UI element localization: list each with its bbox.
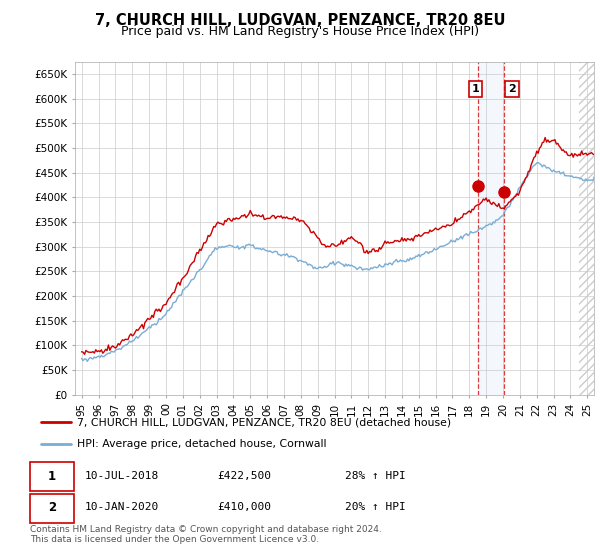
Text: 28% ↑ HPI: 28% ↑ HPI <box>344 471 406 481</box>
Text: 7, CHURCH HILL, LUDGVAN, PENZANCE, TR20 8EU: 7, CHURCH HILL, LUDGVAN, PENZANCE, TR20 … <box>95 13 505 29</box>
Text: HPI: Average price, detached house, Cornwall: HPI: Average price, detached house, Corn… <box>77 439 326 449</box>
Text: 1: 1 <box>472 84 479 94</box>
Bar <box>579 62 594 395</box>
Text: 2: 2 <box>48 501 56 514</box>
Text: 7, CHURCH HILL, LUDGVAN, PENZANCE, TR20 8EU (detached house): 7, CHURCH HILL, LUDGVAN, PENZANCE, TR20 … <box>77 417 451 427</box>
Text: £410,000: £410,000 <box>218 502 272 512</box>
Text: 2: 2 <box>508 84 516 94</box>
Text: £422,500: £422,500 <box>218 471 272 481</box>
Text: 10-JUL-2018: 10-JUL-2018 <box>85 471 160 481</box>
Text: 1: 1 <box>48 470 56 483</box>
Text: 20% ↑ HPI: 20% ↑ HPI <box>344 502 406 512</box>
Bar <box>478 62 503 395</box>
Text: Contains HM Land Registry data © Crown copyright and database right 2024.
This d: Contains HM Land Registry data © Crown c… <box>30 525 382 544</box>
Text: Price paid vs. HM Land Registry's House Price Index (HPI): Price paid vs. HM Land Registry's House … <box>121 25 479 38</box>
Text: 10-JAN-2020: 10-JAN-2020 <box>85 502 160 512</box>
FancyBboxPatch shape <box>30 463 74 491</box>
FancyBboxPatch shape <box>30 494 74 522</box>
